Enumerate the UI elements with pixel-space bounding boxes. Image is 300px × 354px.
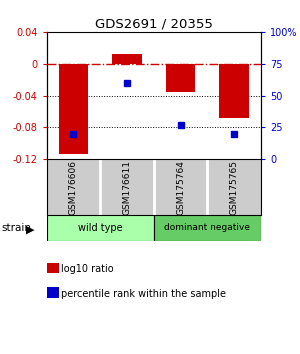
Text: ▶: ▶ xyxy=(26,224,34,234)
Text: dominant negative: dominant negative xyxy=(164,223,250,233)
Text: GSM176611: GSM176611 xyxy=(122,160,131,215)
Text: log10 ratio: log10 ratio xyxy=(61,264,114,274)
Text: GSM175764: GSM175764 xyxy=(176,160,185,215)
Title: GDS2691 / 20355: GDS2691 / 20355 xyxy=(95,18,213,31)
Bar xyxy=(219,64,249,118)
Bar xyxy=(154,215,261,241)
Text: wild type: wild type xyxy=(78,223,122,233)
Text: strain: strain xyxy=(2,223,31,233)
Bar xyxy=(166,64,195,92)
Text: percentile rank within the sample: percentile rank within the sample xyxy=(61,289,226,299)
Bar xyxy=(112,54,142,64)
Bar xyxy=(58,64,88,154)
Text: GSM176606: GSM176606 xyxy=(69,160,78,215)
Text: GSM175765: GSM175765 xyxy=(230,160,239,215)
Bar xyxy=(46,215,154,241)
